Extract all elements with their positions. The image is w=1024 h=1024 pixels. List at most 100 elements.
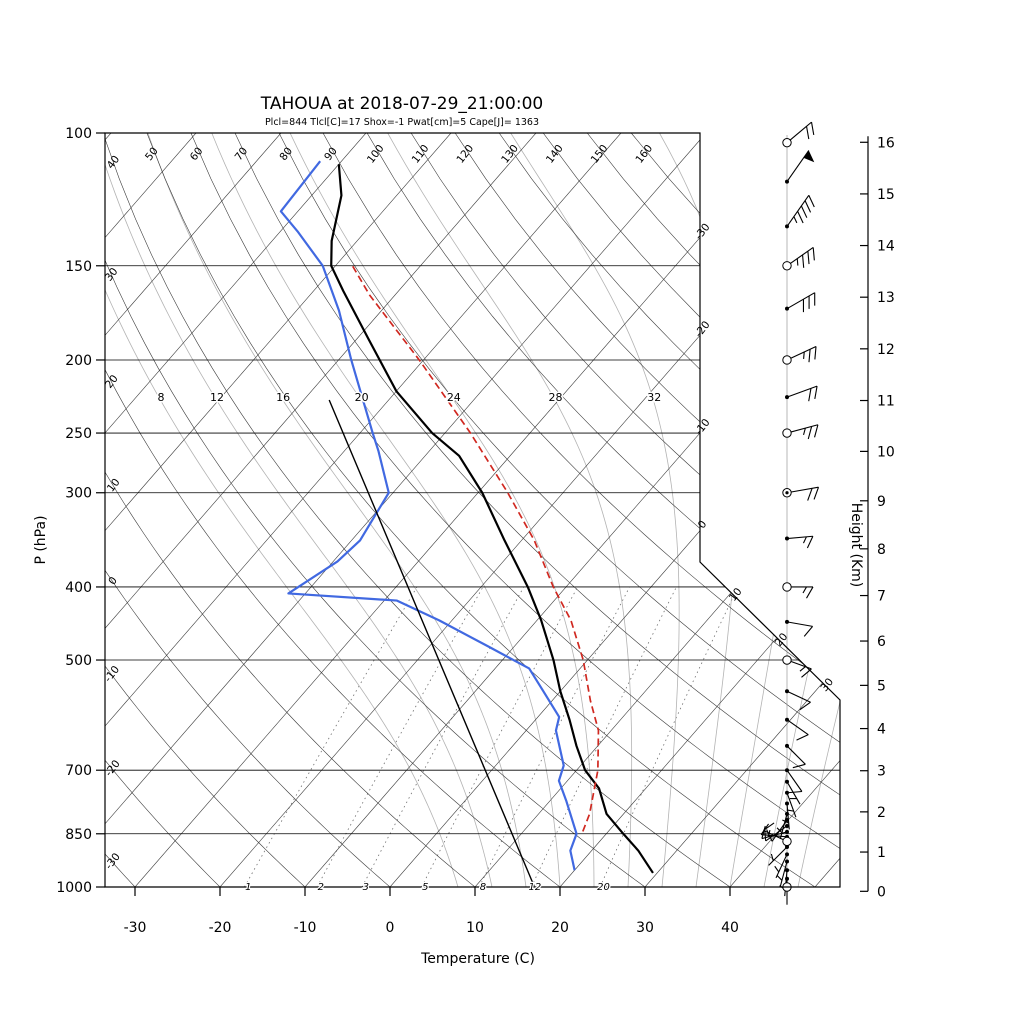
- mixing-ratio-label: 20: [597, 882, 610, 893]
- moist-adiabat-label: 12: [210, 391, 224, 404]
- level-dot: [785, 876, 789, 881]
- mixing-ratio-line: [599, 586, 739, 887]
- height-tick-label: 1: [877, 845, 886, 861]
- height-tick-label: 5: [877, 678, 886, 694]
- isotherm: [105, 133, 622, 887]
- temperature-tick-label: 10: [466, 920, 484, 936]
- level-dot: [785, 395, 789, 400]
- wind-barb: [785, 790, 797, 818]
- isotherm: [105, 133, 537, 887]
- wind-barb: [785, 385, 818, 402]
- wind-barb: [782, 582, 814, 599]
- height-tick-label: 8: [877, 542, 886, 558]
- height-tick-label: 9: [877, 494, 886, 510]
- wind-barb: [785, 150, 815, 184]
- level-dot: [785, 818, 789, 823]
- dry-adiabat-label: 160: [633, 143, 655, 166]
- height-tick-label: 2: [877, 805, 886, 821]
- moist-adiabat: [147, 133, 527, 887]
- moist-adiabat: [289, 133, 595, 887]
- level-dot: [785, 852, 789, 857]
- parcel-trace: [351, 265, 600, 832]
- mixing-ratio-label: 5: [422, 882, 428, 893]
- moist-adiabat-label: 28: [549, 391, 563, 404]
- moist-adiabat-label: 8: [157, 391, 164, 404]
- dewpoint-trace: [279, 160, 578, 871]
- pressure-tick-label: 100: [65, 126, 92, 142]
- plot-boundary: [104, 132, 841, 888]
- isotherm: [814, 133, 840, 887]
- height-tick-label: 10: [877, 444, 895, 460]
- level-circle: [782, 137, 792, 148]
- level-dot: [785, 829, 789, 834]
- wind-barb: [785, 292, 816, 313]
- height-tick-label: 0: [877, 884, 886, 900]
- wind-barb: [785, 689, 811, 711]
- temperature-tick-label: -20: [209, 920, 232, 936]
- height-tick-label: 13: [877, 290, 895, 306]
- chart-title: TAHOUA at 2018-07-29_21:00:00: [260, 94, 543, 114]
- level-dot: [785, 619, 789, 624]
- isotherm-label: 0: [696, 519, 710, 532]
- height-tick-label: 12: [877, 342, 895, 358]
- level-dot: [785, 779, 789, 784]
- moist-adiabat-label: 16: [276, 391, 290, 404]
- level-circle: [782, 261, 792, 271]
- level-dot: [785, 868, 789, 873]
- dry-adiabat: [105, 133, 731, 887]
- wind-barb: [782, 655, 812, 678]
- level-dot: [785, 768, 789, 773]
- dry-adiabat: [631, 133, 840, 887]
- sounding-traces: [279, 160, 654, 888]
- level-dot: [785, 717, 789, 722]
- dry-adiabat: [454, 133, 840, 887]
- isotherm-label: -20: [693, 319, 713, 340]
- level-dot: [785, 801, 789, 806]
- temperature-tick-label: 40: [721, 920, 739, 936]
- height-tick-label: 16: [877, 135, 895, 151]
- level-circle: [782, 836, 792, 847]
- height-tick-label: 15: [877, 187, 895, 203]
- pressure-tick-label: 250: [65, 426, 92, 442]
- dry-adiabat-label: -30: [103, 851, 123, 872]
- pressure-tick-label: 850: [65, 827, 92, 843]
- isotherm-label: -30: [693, 221, 713, 242]
- mixing-ratio-line: [316, 586, 484, 887]
- pressure-tick-label: 200: [65, 353, 92, 369]
- wind-barb: [763, 822, 792, 847]
- background-lines: [105, 133, 840, 887]
- wind-barb: [785, 535, 814, 549]
- mixing-ratio-line: [244, 586, 418, 887]
- dry-adiabat: [586, 133, 840, 887]
- pressure-tick-label: 500: [65, 653, 92, 669]
- pressure-tick-label: 1000: [56, 880, 92, 896]
- wind-barb: [785, 743, 806, 769]
- isotherm: [105, 133, 282, 887]
- level-dot: [785, 844, 789, 849]
- level-dot: [785, 689, 789, 694]
- temperature-tick-label: 0: [386, 920, 395, 936]
- dry-adiabat-label: 110: [410, 143, 432, 166]
- level-circle: [782, 582, 792, 592]
- isotherm-label: 20: [773, 631, 791, 649]
- isotherm-label: 10: [727, 586, 745, 604]
- isotherm: [729, 133, 840, 887]
- wind-barb: [768, 844, 789, 866]
- temperature-trace: [330, 164, 654, 874]
- moist-adiabat-label: 32: [647, 391, 661, 404]
- isotherm: [304, 133, 840, 887]
- height-tick-label: 3: [877, 764, 886, 780]
- dry-adiabat-label: 150: [589, 143, 611, 166]
- isotherm: [219, 133, 840, 887]
- mixing-ratio-line: [478, 586, 630, 887]
- dry-adiabat-label: 70: [233, 145, 251, 163]
- dry-adiabat: [190, 133, 840, 887]
- mixing-ratio-line: [531, 586, 677, 887]
- level-dot: [785, 224, 789, 229]
- isotherm-label: 30: [818, 676, 836, 694]
- wind-barb: [774, 852, 789, 879]
- wind-barb: [782, 801, 790, 830]
- dry-adiabat: [105, 133, 306, 887]
- temperature-tick-label: 30: [636, 920, 654, 936]
